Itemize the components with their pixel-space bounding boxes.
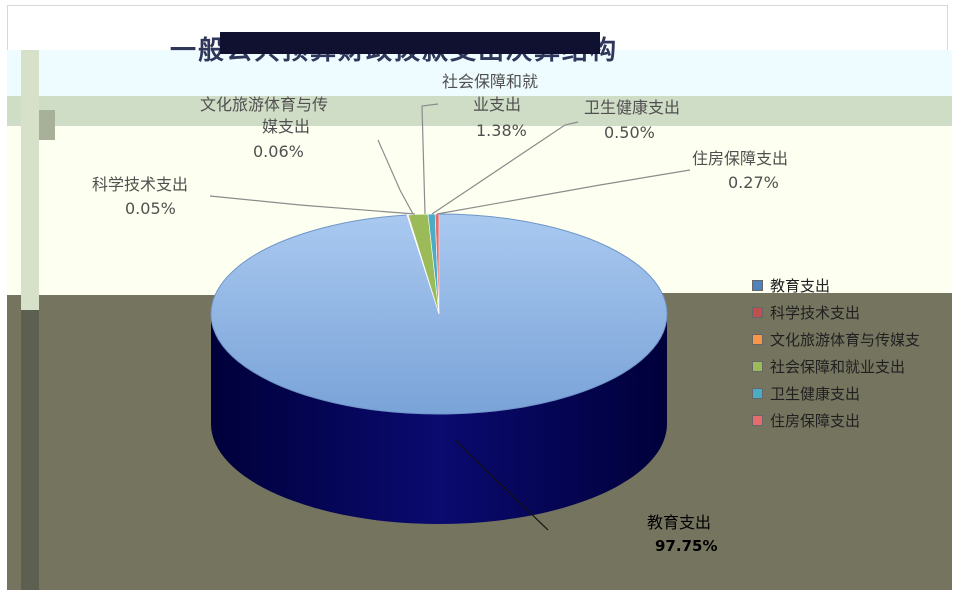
render-artifact-strip bbox=[39, 110, 55, 140]
legend-item: 科学技术支出 bbox=[752, 299, 952, 326]
label-housing-name: 住房保障支出 bbox=[692, 149, 788, 168]
label-education-name: 教育支出 bbox=[647, 513, 711, 532]
pie-group bbox=[210, 213, 668, 524]
legend-item: 卫生健康支出 bbox=[752, 380, 952, 407]
render-artifact-band bbox=[7, 50, 952, 96]
legend-item: 社会保障和就业支出 bbox=[752, 353, 952, 380]
label-health-value: 0.50% bbox=[604, 123, 655, 142]
leader-line bbox=[421, 103, 439, 215]
label-science-value: 0.05% bbox=[125, 199, 176, 218]
legend-swatch bbox=[752, 307, 763, 318]
legend-swatch bbox=[752, 334, 763, 345]
pie-side bbox=[211, 314, 667, 524]
legend-swatch bbox=[752, 280, 763, 291]
legend-label: 文化旅游体育与传媒支 bbox=[770, 331, 921, 349]
leader-line bbox=[209, 195, 416, 215]
legend-item: 文化旅游体育与传媒支 bbox=[752, 326, 952, 353]
legend-swatch bbox=[752, 361, 763, 372]
legend-label: 科学技术支出 bbox=[770, 304, 861, 322]
label-social-name-2: 业支出 bbox=[473, 95, 521, 114]
label-education-value: 97.75% bbox=[655, 537, 717, 555]
label-health-name: 卫生健康支出 bbox=[584, 98, 680, 117]
leader-line bbox=[377, 139, 414, 215]
label-culture-name-1: 文化旅游体育与传 bbox=[200, 95, 328, 114]
render-artifact-band bbox=[220, 32, 600, 54]
legend: 教育支出 科学技术支出 文化旅游体育与传媒支 社会保障和就业支出 卫生健康支出 … bbox=[752, 272, 952, 434]
legend-label: 住房保障支出 bbox=[770, 412, 861, 430]
leader-line bbox=[431, 121, 579, 215]
render-artifact-strip bbox=[21, 50, 39, 310]
leader-line bbox=[436, 169, 691, 215]
label-housing-value: 0.27% bbox=[728, 173, 779, 192]
leader-lines bbox=[209, 103, 691, 531]
legend-swatch bbox=[752, 415, 763, 426]
label-culture-value: 0.06% bbox=[253, 142, 304, 161]
label-culture-name-2: 媒支出 bbox=[262, 117, 310, 136]
legend-item: 住房保障支出 bbox=[752, 407, 952, 434]
leader-line bbox=[454, 439, 549, 531]
legend-label: 教育支出 bbox=[770, 277, 831, 295]
legend-swatch bbox=[752, 388, 763, 399]
legend-item: 教育支出 bbox=[752, 272, 952, 299]
render-artifact-band bbox=[7, 96, 952, 126]
legend-label: 社会保障和就业支出 bbox=[770, 358, 906, 376]
legend-label: 卫生健康支出 bbox=[770, 385, 861, 403]
label-social-name-1: 社会保障和就 bbox=[442, 72, 538, 91]
label-social-value: 1.38% bbox=[476, 121, 527, 140]
label-science-name: 科学技术支出 bbox=[92, 175, 188, 194]
